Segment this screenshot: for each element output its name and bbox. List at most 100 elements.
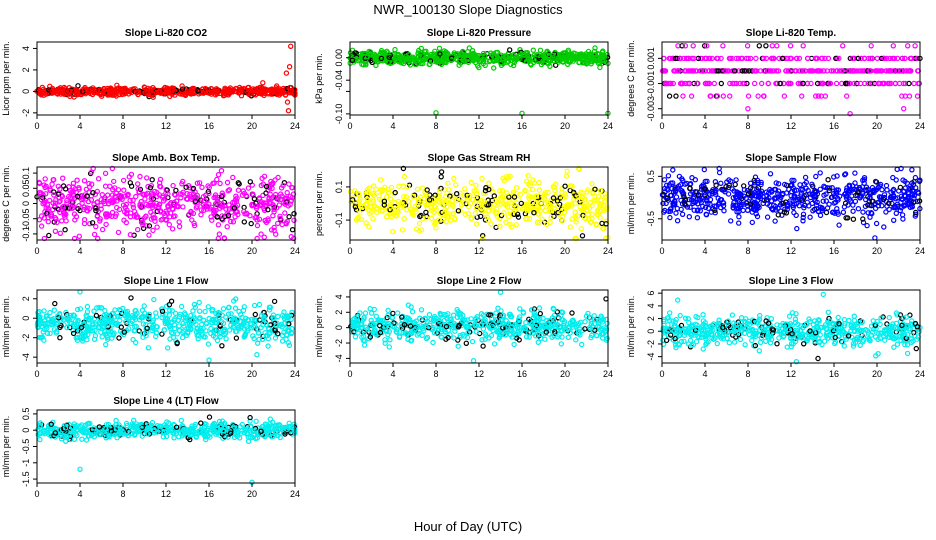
data-point: [555, 203, 561, 209]
data-point: [53, 330, 60, 336]
data-point: [879, 202, 885, 209]
data-point: [588, 334, 594, 341]
data-point: [139, 307, 146, 314]
x-tick-label: 16: [829, 246, 839, 256]
data-point: [74, 337, 81, 343]
data-point: [170, 213, 177, 220]
data-point: [603, 296, 609, 302]
data-point: [886, 68, 892, 74]
data-point: [592, 51, 599, 58]
data-point: [825, 176, 831, 183]
data-point: [166, 307, 173, 313]
data-point: [132, 339, 139, 346]
data-point: [767, 171, 774, 177]
data-point: [772, 186, 779, 193]
data-point: [149, 202, 156, 208]
data-point: [787, 43, 794, 49]
data-point: [800, 68, 806, 74]
data-point: [62, 226, 68, 233]
data-point: [291, 91, 297, 97]
data-point: [403, 194, 410, 200]
data-point: [672, 55, 679, 62]
data-point: [835, 187, 842, 193]
data-point: [524, 178, 530, 184]
data-point: [906, 93, 913, 99]
data-point: [550, 183, 557, 190]
data-point: [730, 205, 737, 211]
data-point: [761, 55, 767, 62]
x-tick-label: 12: [786, 121, 796, 131]
data-point: [857, 80, 864, 87]
data-point: [281, 309, 287, 315]
data-point: [123, 318, 129, 325]
x-tick-label: 20: [872, 246, 882, 256]
data-point: [911, 195, 917, 201]
data-point: [202, 87, 208, 94]
data-point: [208, 214, 214, 220]
data-point: [356, 191, 362, 198]
data-point: [206, 357, 212, 363]
data-point: [79, 338, 86, 344]
data-point: [679, 188, 685, 194]
x-tick-label: 0: [34, 369, 39, 379]
data-point: [486, 180, 492, 186]
data-point: [114, 82, 120, 89]
data-point: [270, 315, 276, 321]
data-point: [580, 206, 587, 212]
x-tick-label: 8: [120, 121, 125, 131]
data-point: [908, 185, 914, 192]
data-point: [521, 204, 527, 211]
data-point: [455, 208, 462, 214]
data-point: [865, 202, 871, 208]
data-point: [567, 330, 573, 336]
data-point: [289, 309, 295, 315]
data-point: [857, 194, 863, 201]
data-point: [417, 315, 423, 321]
data-point: [232, 328, 239, 335]
panel-title: Slope Li-820 Pressure: [427, 28, 532, 39]
data-point: [104, 211, 111, 217]
data-point: [769, 189, 775, 195]
data-point: [194, 180, 201, 186]
data-point: [706, 55, 712, 62]
data-point: [781, 93, 788, 99]
data-point: [218, 193, 225, 200]
data-point: [259, 336, 266, 342]
data-point: [883, 68, 890, 74]
data-point: [379, 188, 385, 195]
data-point: [71, 235, 78, 242]
data-point: [873, 68, 879, 74]
data-point: [587, 315, 593, 321]
data-point: [206, 90, 212, 96]
data-point: [579, 233, 586, 239]
data-point: [254, 211, 260, 217]
data-point: [891, 204, 897, 211]
data-point: [687, 185, 693, 191]
data-point: [559, 51, 565, 57]
data-point: [49, 181, 55, 187]
data-point: [430, 339, 436, 346]
data-point: [517, 47, 523, 53]
data-point: [52, 228, 59, 234]
data-point: [76, 233, 83, 239]
data-point: [909, 167, 915, 173]
data-point: [365, 189, 371, 196]
data-point: [481, 53, 488, 59]
data-point: [558, 341, 565, 347]
data-point: [465, 210, 471, 217]
data-point: [162, 320, 168, 327]
data-point: [286, 63, 293, 70]
data-point: [824, 185, 831, 191]
data-point: [501, 209, 507, 216]
data-point: [916, 80, 923, 87]
x-tick-label: 0: [34, 121, 39, 131]
data-point: [281, 320, 287, 327]
data-point: [169, 88, 176, 94]
data-point: [513, 332, 520, 339]
data-point: [110, 331, 116, 337]
data-point: [491, 193, 497, 199]
data-point: [500, 175, 506, 181]
data-point: [236, 87, 242, 94]
data-point: [213, 90, 220, 97]
